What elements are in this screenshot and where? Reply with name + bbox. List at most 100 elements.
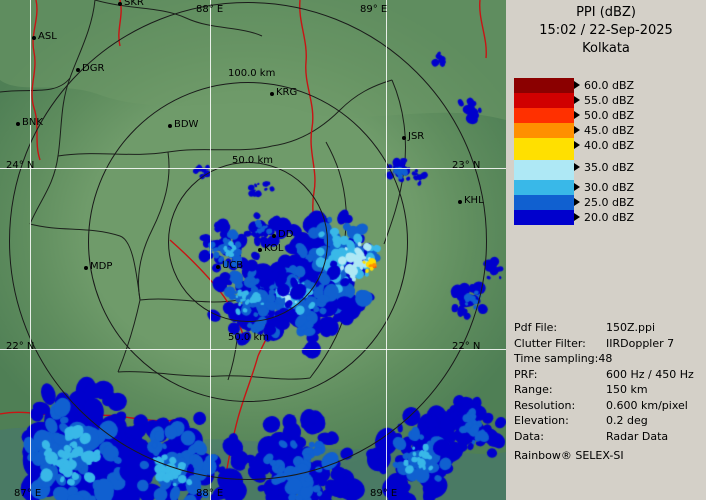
range-ring-50km bbox=[168, 162, 328, 322]
legend-tick-icon bbox=[574, 183, 580, 191]
legend-tick-icon bbox=[574, 81, 580, 89]
info-panel: PPI (dBZ) 15:02 / 22-Sep-2025 Kolkata 60… bbox=[506, 0, 706, 500]
metadata-value: IIRDoppler 7 bbox=[606, 336, 674, 352]
city-dot-icon bbox=[168, 124, 172, 128]
city-label: DGR bbox=[82, 63, 104, 74]
legend-tick-icon bbox=[574, 198, 580, 206]
city-dot-icon bbox=[16, 122, 20, 126]
city-label: DD bbox=[278, 229, 293, 240]
dbz-color-legend: 60.0 dBZ 55.0 dBZ 50.0 dBZ 45.0 dBZ 40.0 dBZ… bbox=[506, 78, 706, 298]
panel-title-site: Kolkata bbox=[506, 40, 706, 58]
latitude-line-24n bbox=[0, 168, 506, 169]
legend-color-swatch bbox=[514, 138, 574, 160]
metadata-key: PRF: bbox=[514, 367, 537, 383]
legend-color-swatch bbox=[514, 123, 574, 138]
grid-label: 89° E bbox=[370, 488, 397, 499]
range-ring-label: 100.0 km bbox=[228, 68, 275, 79]
legend-tick-icon bbox=[574, 213, 580, 221]
legend-tick-icon bbox=[574, 126, 580, 134]
legend-tick-icon bbox=[574, 96, 580, 104]
radar-map-panel[interactable]: 88° E 89° E 87° E 88° E 89° E 24° N 23° N 22° N… bbox=[0, 0, 506, 500]
city-dot-icon bbox=[84, 266, 88, 270]
metadata-value: 600 Hz / 450 Hz bbox=[606, 367, 694, 383]
metadata-key: Pdf File: bbox=[514, 320, 557, 336]
city-dot-icon bbox=[402, 136, 406, 140]
legend-row: 20.0 dBZ bbox=[506, 210, 706, 225]
city-label: MDP bbox=[90, 261, 112, 272]
longitude-line-88e bbox=[210, 0, 211, 500]
legend-tick-icon bbox=[574, 141, 580, 149]
city-label: KHL bbox=[464, 195, 484, 206]
legend-label: 25.0 dBZ bbox=[584, 196, 634, 209]
metadata-value: Radar Data bbox=[606, 429, 668, 445]
city-dot-icon bbox=[272, 234, 276, 238]
legend-label: 20.0 dBZ bbox=[584, 211, 634, 224]
city-label: JSR bbox=[408, 131, 424, 142]
legend-color-swatch bbox=[514, 210, 574, 225]
metadata-list: Pdf File: 150Z.ppi Clutter Filter: IIRDoppl… bbox=[514, 320, 706, 464]
grid-label: 23° N bbox=[452, 160, 480, 171]
metadata-key: Clutter Filter: bbox=[514, 336, 586, 352]
city-label: KOL bbox=[264, 243, 283, 254]
legend-label: 30.0 dBZ bbox=[584, 181, 634, 194]
metadata-key: Data: bbox=[514, 429, 544, 445]
metadata-value: 0.2 deg bbox=[606, 413, 648, 429]
legend-label: 60.0 dBZ bbox=[584, 79, 634, 92]
city-label: BNK bbox=[22, 117, 43, 128]
metadata-row: PRF: 600 Hz / 450 Hz bbox=[514, 367, 706, 383]
panel-title: PPI (dBZ) 15:02 / 22-Sep-2025 Kolkata bbox=[506, 4, 706, 58]
grid-label: 22° N bbox=[452, 341, 480, 352]
legend-row: 45.0 dBZ bbox=[506, 123, 706, 138]
legend-label: 35.0 dBZ bbox=[584, 161, 634, 174]
grid-label: 22° N bbox=[6, 341, 34, 352]
metadata-row: Data: Radar Data bbox=[514, 429, 706, 445]
city-label: SKR bbox=[124, 0, 144, 8]
range-ring-label: 50.0 km bbox=[228, 332, 269, 343]
metadata-value: 150 km bbox=[606, 382, 648, 398]
legend-color-swatch bbox=[514, 78, 574, 93]
legend-tick-icon bbox=[574, 111, 580, 119]
legend-row: 35.0 dBZ bbox=[506, 160, 706, 180]
legend-color-swatch bbox=[514, 160, 574, 180]
city-dot-icon bbox=[258, 248, 262, 252]
legend-row: 25.0 dBZ bbox=[506, 195, 706, 210]
legend-row: 55.0 dBZ bbox=[506, 93, 706, 108]
grid-label: 88° E bbox=[196, 4, 223, 15]
legend-color-swatch bbox=[514, 180, 574, 195]
legend-color-swatch bbox=[514, 195, 574, 210]
city-label: UCB bbox=[222, 260, 243, 271]
city-label: KRG bbox=[276, 87, 297, 98]
panel-title-timestamp: 15:02 / 22-Sep-2025 bbox=[506, 22, 706, 40]
city-dot-icon bbox=[270, 92, 274, 96]
legend-row: 30.0 dBZ bbox=[506, 180, 706, 195]
city-dot-icon bbox=[32, 36, 36, 40]
metadata-value: 150Z.ppi bbox=[606, 320, 655, 336]
range-ring-label: 50.0 km bbox=[232, 155, 273, 166]
legend-row: 60.0 dBZ bbox=[506, 78, 706, 93]
metadata-row: Time sampling:48 bbox=[514, 351, 706, 367]
city-dot-icon bbox=[118, 2, 122, 6]
metadata-key: Range: bbox=[514, 382, 553, 398]
longitude-line-87e bbox=[30, 0, 31, 500]
city-dot-icon bbox=[76, 68, 80, 72]
metadata-key: Elevation: bbox=[514, 413, 569, 429]
legend-row: 40.0 dBZ bbox=[506, 138, 706, 160]
city-label: BDW bbox=[174, 119, 198, 130]
metadata-value: 0.600 km/pixel bbox=[606, 398, 688, 414]
legend-color-swatch bbox=[514, 93, 574, 108]
metadata-key: Time sampling:48 bbox=[514, 351, 612, 367]
city-dot-icon bbox=[216, 265, 220, 269]
legend-label: 45.0 dBZ bbox=[584, 124, 634, 137]
grid-label: 87° E bbox=[14, 488, 41, 499]
metadata-row: Clutter Filter: IIRDoppler 7 bbox=[514, 336, 706, 352]
metadata-footer: Rainbow® SELEX-SI bbox=[514, 448, 706, 464]
grid-label: 88° E bbox=[196, 488, 223, 499]
legend-label: 55.0 dBZ bbox=[584, 94, 634, 107]
longitude-line-89e bbox=[386, 0, 387, 500]
radar-screenshot: 88° E 89° E 87° E 88° E 89° E 24° N 23° N 22° N… bbox=[0, 0, 706, 500]
metadata-key: Resolution: bbox=[514, 398, 575, 414]
metadata-row: Resolution: 0.600 km/pixel bbox=[514, 398, 706, 414]
grid-label: 89° E bbox=[360, 4, 387, 15]
panel-title-product: PPI (dBZ) bbox=[506, 4, 706, 22]
latitude-line-23n bbox=[0, 349, 506, 350]
